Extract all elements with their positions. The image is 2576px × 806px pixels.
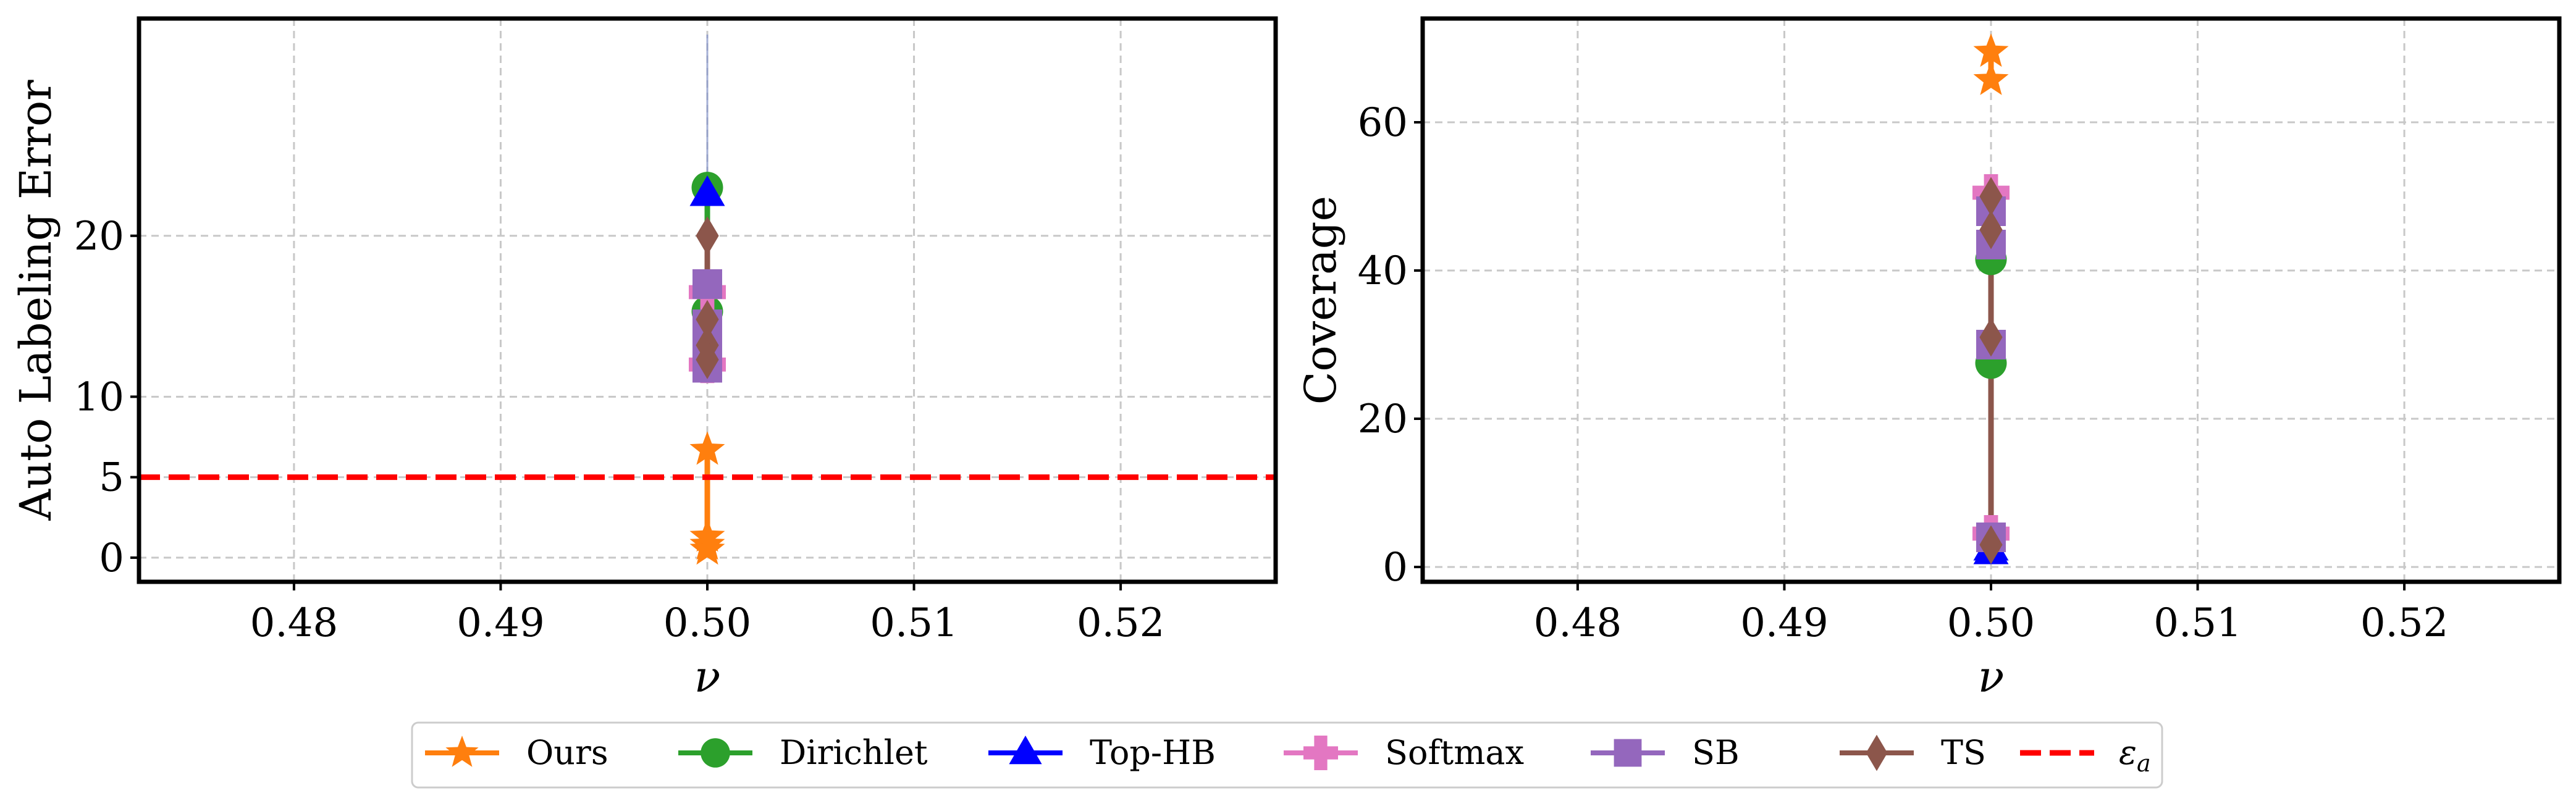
point-ours [1973,61,2009,95]
legend-label: Softmax [1385,733,1524,772]
y-tick-label: 10 [74,374,124,420]
legend-label: Top-HB [1090,733,1216,772]
legend-label: Dirichlet [780,733,928,772]
left-chart-auto-labeling-error: 0.48 0.49 0.50 0.51 0.52 0 5 10 20 ν Auto Labeling… [11,16,1278,702]
x-tick-label: 0.50 [1947,600,2035,646]
legend-label: SB [1692,733,1740,772]
legend-label: εa [2119,733,2151,777]
point-ours [689,431,725,465]
point-ts [1979,177,2003,216]
y-tick-label: 20 [74,214,124,259]
legend-marker-diamond [1866,734,1888,771]
legend-marker-star [445,736,479,767]
x-axis-label: ν [1978,652,2005,702]
y-axis-label: Coverage [1295,196,1346,405]
legend-item-ours: Ours [425,733,608,772]
legend-item-top-hb: Top-HB [988,733,1216,772]
point-ts [1979,317,2003,357]
point-sb [692,269,722,299]
legend-label: TS [1941,733,1986,772]
point-ts [696,216,719,256]
x-tick-label: 0.52 [2360,600,2449,646]
right-chart-coverage: 0.48 0.49 0.50 0.51 0.52 0 20 40 60 ν Coverage [1295,16,2562,702]
y-tick-label: 0 [1383,545,1408,590]
y-tick-label: 5 [99,455,124,501]
legend-marker-circle [701,738,730,768]
x-tick-label: 0.48 [1534,600,1622,646]
point-top-hb [689,175,725,206]
legend-item-dirichlet: Dirichlet [678,733,928,772]
legend-item-softmax: Softmax [1284,733,1524,772]
plot-area [139,35,1276,565]
point-ts [696,340,719,379]
plot-area [1972,33,2010,565]
point-ours [1973,33,2009,67]
point-ts [1979,525,2003,565]
y-tick-label: 20 [1358,397,1408,442]
legend: Ours Dirichlet Top-HB Softmax SB TS εa [411,721,2163,789]
legend-marker-triangle [1009,736,1042,765]
legend-marker-plus [1303,736,1339,770]
legend-item-epsilon: εa [2020,733,2151,777]
legend-marker-square [1614,739,1642,767]
x-tick-label: 0.50 [663,600,752,646]
x-axis-label: ν [694,652,721,702]
y-tick-label: 60 [1358,100,1408,146]
x-tick-label: 0.51 [870,600,958,646]
legend-item-ts: TS [1840,733,1986,772]
x-tick-label: 0.49 [1740,600,1829,646]
point-ts [696,300,719,339]
y-tick-label: 40 [1358,248,1408,294]
x-tick-label: 0.49 [457,600,545,646]
y-tick-label: 0 [99,535,124,581]
x-tick-label: 0.51 [2153,600,2242,646]
legend-label: Ours [526,733,608,772]
point-ts [1979,210,2003,250]
x-tick-label: 0.52 [1077,600,1165,646]
x-tick-label: 0.48 [250,600,339,646]
point-ours [689,531,725,565]
legend-item-sb: SB [1591,733,1740,772]
y-axis-label: Auto Labeling Error [11,80,61,521]
